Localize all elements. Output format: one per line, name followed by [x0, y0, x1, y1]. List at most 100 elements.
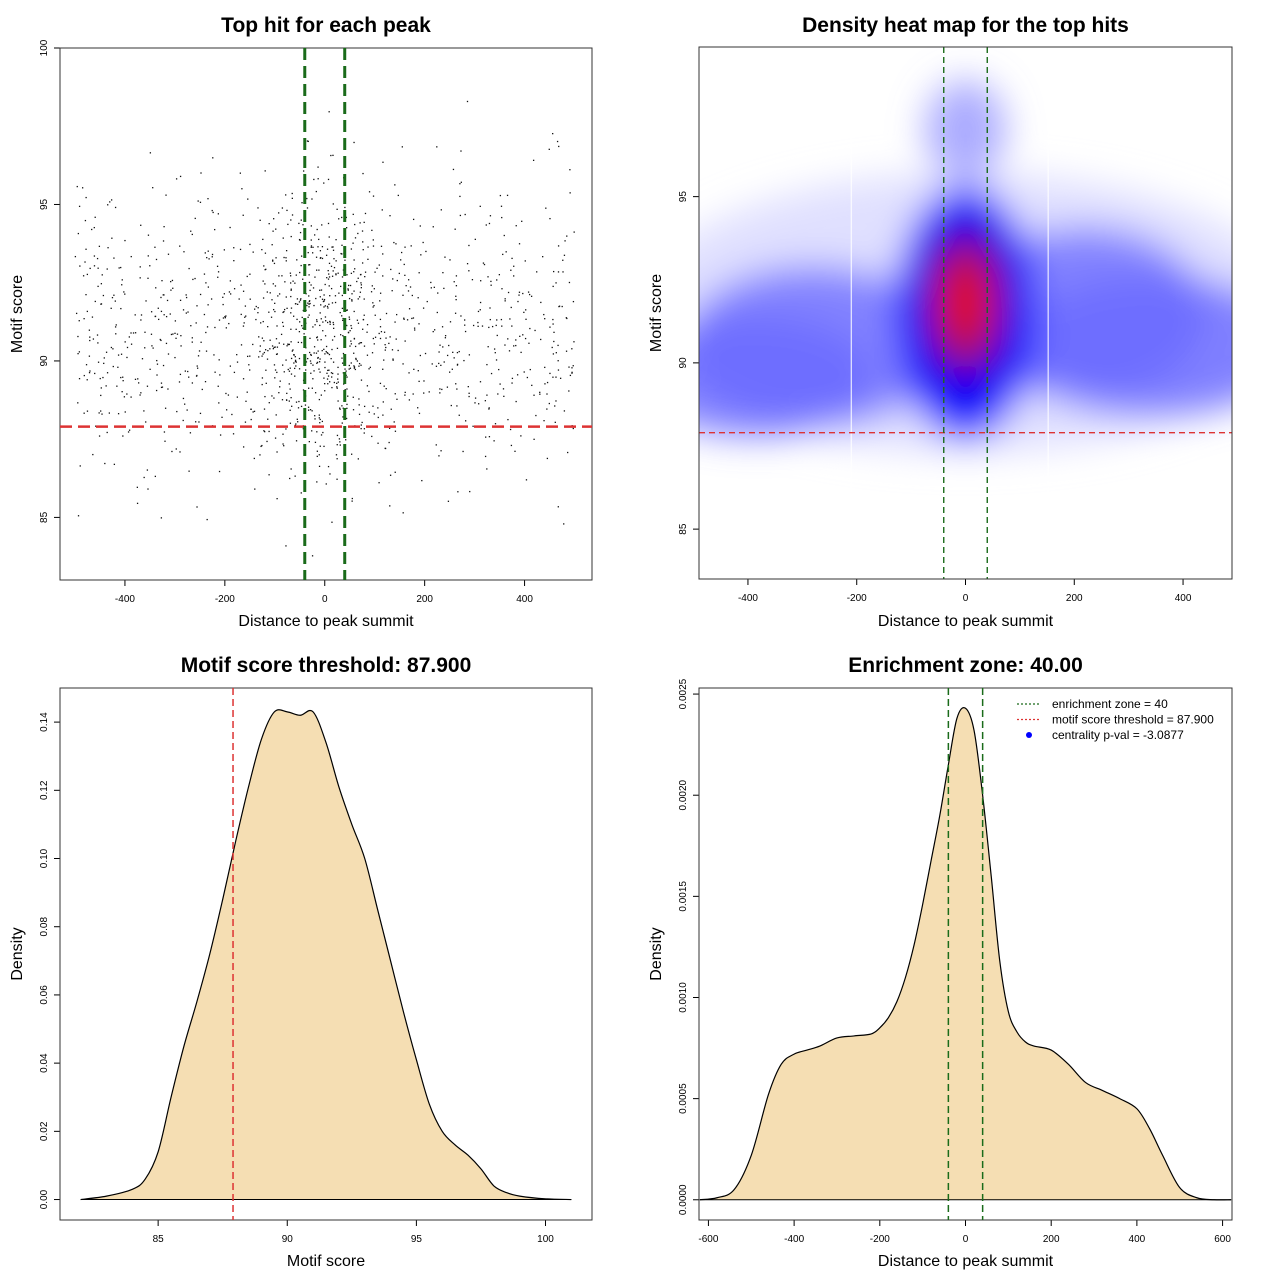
- x-tick-label: 400: [516, 594, 533, 605]
- scatter-point: [198, 350, 201, 352]
- scatter-point: [320, 434, 323, 436]
- scatter-point: [440, 450, 442, 452]
- scatter-point: [286, 209, 288, 212]
- scatter-point: [304, 404, 307, 406]
- scatter-point: [197, 355, 200, 357]
- scatter-point: [320, 339, 322, 341]
- scatter-point: [438, 455, 440, 457]
- scatter-point: [207, 286, 210, 288]
- scatter-point: [149, 265, 151, 267]
- scatter-point: [261, 383, 263, 386]
- scatter-point: [233, 288, 236, 290]
- scatter-point: [332, 154, 334, 157]
- scatter-point: [384, 447, 387, 450]
- scatter-point: [76, 185, 78, 188]
- scatter-point: [79, 465, 81, 467]
- scatter-point: [351, 453, 353, 455]
- scatter-point: [348, 364, 350, 367]
- scatter-point: [474, 238, 476, 241]
- scatter-point: [559, 377, 562, 379]
- scatter-point: [278, 342, 280, 344]
- scatter-point: [358, 362, 361, 365]
- scatter-point: [409, 286, 412, 288]
- scatter-point: [140, 319, 142, 321]
- scatter-point: [272, 348, 274, 350]
- scatter-point: [261, 355, 263, 357]
- x-tick-label: -400: [784, 1234, 804, 1245]
- scatter-point: [518, 243, 521, 245]
- scatter-point: [266, 440, 268, 443]
- scatter-point: [345, 227, 348, 229]
- scatter-point: [290, 468, 292, 470]
- scatter-point: [204, 252, 206, 254]
- scatter-point: [107, 204, 109, 206]
- scatter-point: [562, 271, 564, 273]
- x-tick-label: 200: [1066, 593, 1083, 604]
- scatter-point: [324, 283, 326, 286]
- scatter-point: [382, 414, 384, 416]
- scatter-point: [462, 450, 464, 453]
- scatter-point: [571, 372, 573, 374]
- scatter-point: [216, 265, 219, 267]
- scatter-point: [456, 351, 459, 354]
- scatter-point: [103, 357, 105, 359]
- scatter-point: [496, 279, 498, 281]
- scatter-point: [346, 388, 348, 390]
- scatter-point: [326, 378, 329, 380]
- scatter-point: [274, 302, 276, 304]
- scatter-point: [337, 366, 339, 369]
- scatter-point: [350, 362, 352, 364]
- scatter-point: [505, 251, 507, 253]
- scatter-point: [306, 207, 309, 209]
- scatter-point: [404, 391, 406, 394]
- scatter-point: [200, 172, 202, 174]
- scatter-point: [523, 371, 525, 373]
- scatter-point: [305, 361, 308, 363]
- scatter-point: [335, 273, 337, 275]
- scatter-point: [529, 327, 531, 330]
- scatter-point: [267, 325, 269, 328]
- scatter-point: [372, 239, 374, 241]
- scatter-point: [278, 392, 280, 394]
- scatter-point: [318, 398, 321, 401]
- scatter-point: [120, 307, 122, 310]
- scatter-point: [306, 304, 308, 307]
- scatter-point: [311, 430, 313, 432]
- scatter-point: [196, 374, 198, 377]
- scatter-point: [455, 275, 458, 277]
- scatter-point: [307, 316, 309, 318]
- scatter-point: [160, 339, 162, 342]
- scatter-point: [385, 312, 388, 315]
- scatter-point: [356, 280, 358, 283]
- scatter-point: [333, 335, 336, 338]
- scatter-point: [376, 267, 378, 269]
- scatter-point: [459, 214, 462, 217]
- scatter-point: [496, 334, 498, 337]
- scatter-point: [324, 361, 326, 363]
- scatter-point: [320, 304, 322, 306]
- scatter-point: [263, 265, 265, 267]
- scatter-point: [321, 224, 323, 226]
- scatter-point: [557, 344, 559, 347]
- scatter-point: [309, 337, 311, 340]
- scatter-point: [552, 132, 554, 135]
- scatter-point: [309, 360, 312, 362]
- scatter-point: [440, 364, 442, 367]
- scatter-point: [86, 273, 89, 276]
- scatter-point: [316, 481, 318, 483]
- scatter-point: [273, 364, 276, 366]
- scatter-point: [167, 353, 170, 355]
- scatter-point: [353, 271, 355, 273]
- scatter-point: [557, 360, 559, 362]
- scatter-point: [367, 258, 369, 260]
- scatter-point: [459, 183, 461, 185]
- scatter-point: [291, 197, 293, 199]
- scatter-point: [327, 278, 330, 280]
- panel-4-axes: Enrichment zone: 40.00 Distance to peak s…: [648, 654, 1233, 1270]
- scatter-point: [383, 359, 385, 361]
- scatter-point: [379, 292, 382, 294]
- scatter-point: [117, 354, 120, 356]
- scatter-point: [504, 298, 506, 300]
- scatter-point: [390, 268, 392, 271]
- scatter-point: [377, 442, 379, 444]
